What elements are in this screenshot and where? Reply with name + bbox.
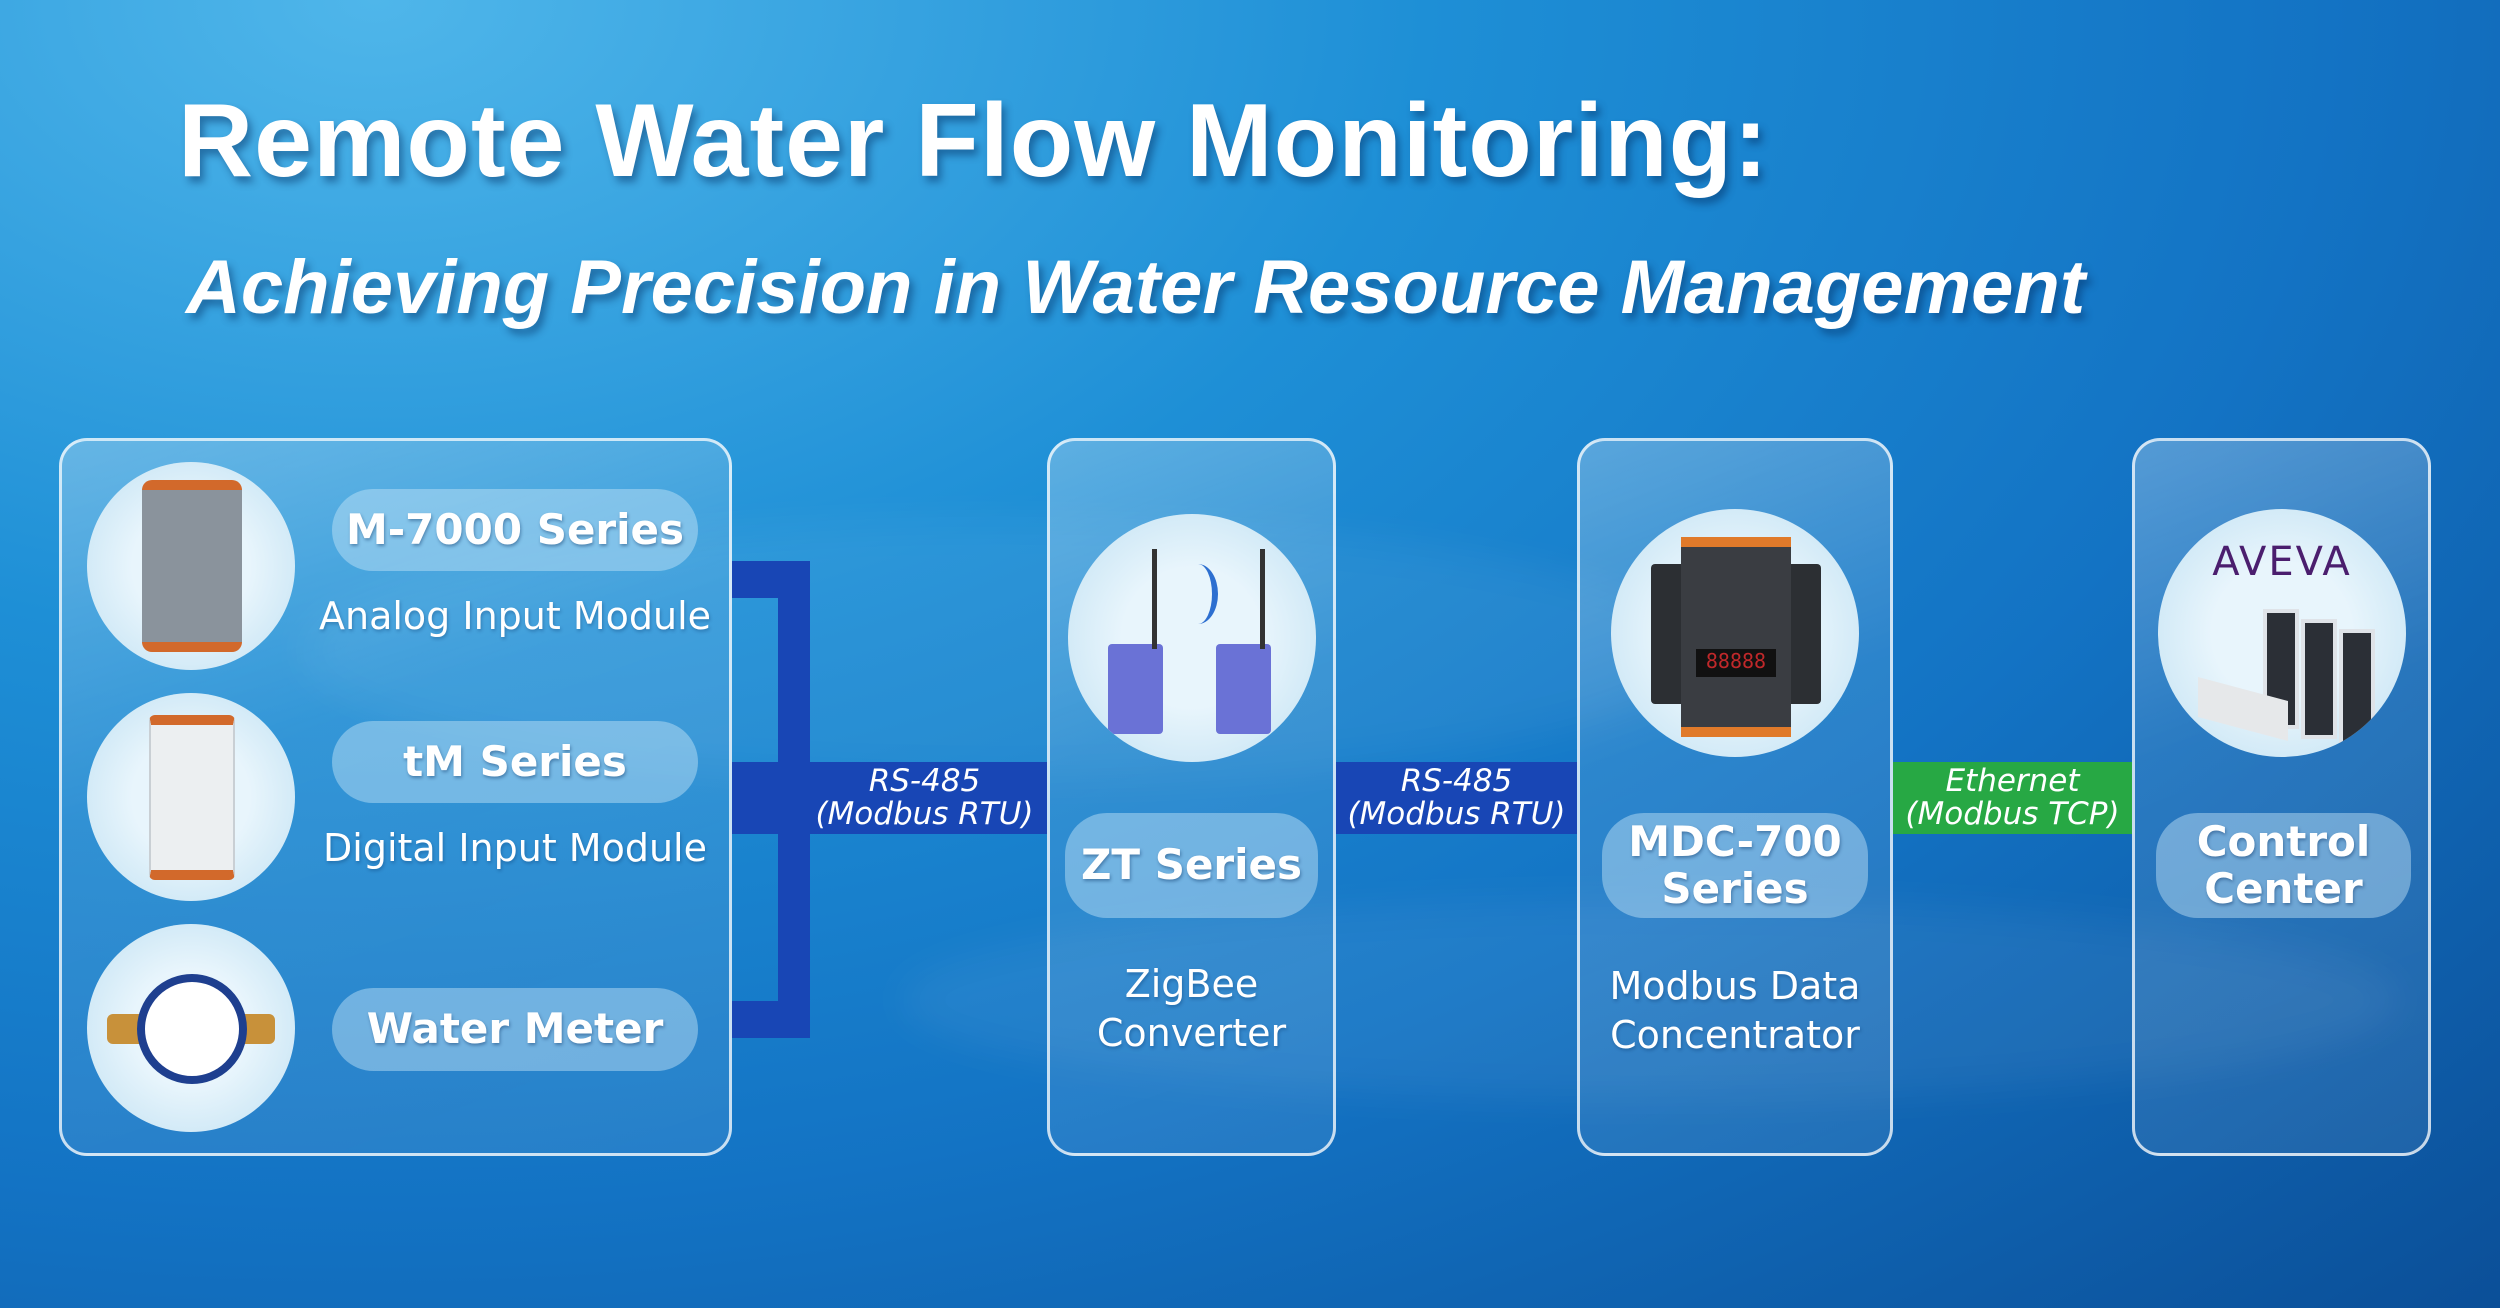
mdc-device-image: 88888 bbox=[1611, 509, 1859, 757]
link-ethernet: Ethernet (Modbus TCP) bbox=[1893, 762, 2132, 834]
tm-module-image bbox=[87, 693, 295, 901]
link-label: RS-485 bbox=[1400, 763, 1513, 800]
desc-line: Modbus Data bbox=[1609, 964, 1861, 1008]
label-line: Series bbox=[1661, 863, 1809, 913]
device-desc-m7000: Analog Input Module bbox=[318, 594, 712, 638]
desc-line: ZigBee bbox=[1124, 962, 1259, 1006]
link-protocol: (Modbus RTU) bbox=[1347, 796, 1566, 832]
node-desc-zt: ZigBee Converter bbox=[1047, 960, 1336, 1059]
desc-line: Concentrator bbox=[1610, 1013, 1860, 1058]
desc-line: Converter bbox=[1096, 1011, 1287, 1056]
zigbee-converter-image bbox=[1068, 514, 1316, 762]
led-display: 88888 bbox=[1696, 649, 1776, 677]
node-label-zt: ZT Series bbox=[1065, 813, 1318, 918]
node-label-mdc: MDC-700 Series bbox=[1602, 813, 1868, 918]
device-label-water-meter: Water Meter bbox=[332, 988, 698, 1071]
io-module-image bbox=[87, 462, 295, 670]
link-label: Ethernet bbox=[1945, 763, 2080, 800]
link-label: RS-485 bbox=[868, 763, 981, 800]
node-label-control-center: Control Center bbox=[2156, 813, 2411, 918]
aveva-logo: AVEVA bbox=[2212, 539, 2352, 585]
node-desc-mdc: Modbus Data Concentrator bbox=[1577, 962, 1893, 1061]
link-rs485-1: RS-485 (Modbus RTU) bbox=[732, 762, 1047, 834]
device-label-m7000: M-7000 Series bbox=[332, 489, 698, 571]
link-rs485-2: RS-485 (Modbus RTU) bbox=[1336, 762, 1577, 834]
water-background-highlight bbox=[900, 900, 2400, 1100]
device-label-tm: tM Series bbox=[332, 721, 698, 803]
water-meter-image bbox=[87, 924, 295, 1132]
link-protocol: (Modbus TCP) bbox=[1905, 796, 2120, 832]
label-line: MDC-700 bbox=[1628, 817, 1842, 867]
page-title: Remote Water Flow Monitoring: bbox=[178, 83, 1769, 199]
water-background-highlight bbox=[300, 520, 1700, 780]
device-desc-tm: Digital Input Module bbox=[323, 826, 707, 870]
wireless-signal-icon bbox=[1178, 564, 1218, 624]
connector-bottom bbox=[732, 1001, 810, 1038]
link-protocol: (Modbus RTU) bbox=[815, 796, 1034, 832]
label-line: Control bbox=[2196, 817, 2371, 867]
page-subtitle: Achieving Precision in Water Resource Ma… bbox=[186, 245, 2086, 330]
label-line: Center bbox=[2204, 863, 2363, 913]
server-room-image: AVEVA bbox=[2158, 509, 2406, 757]
